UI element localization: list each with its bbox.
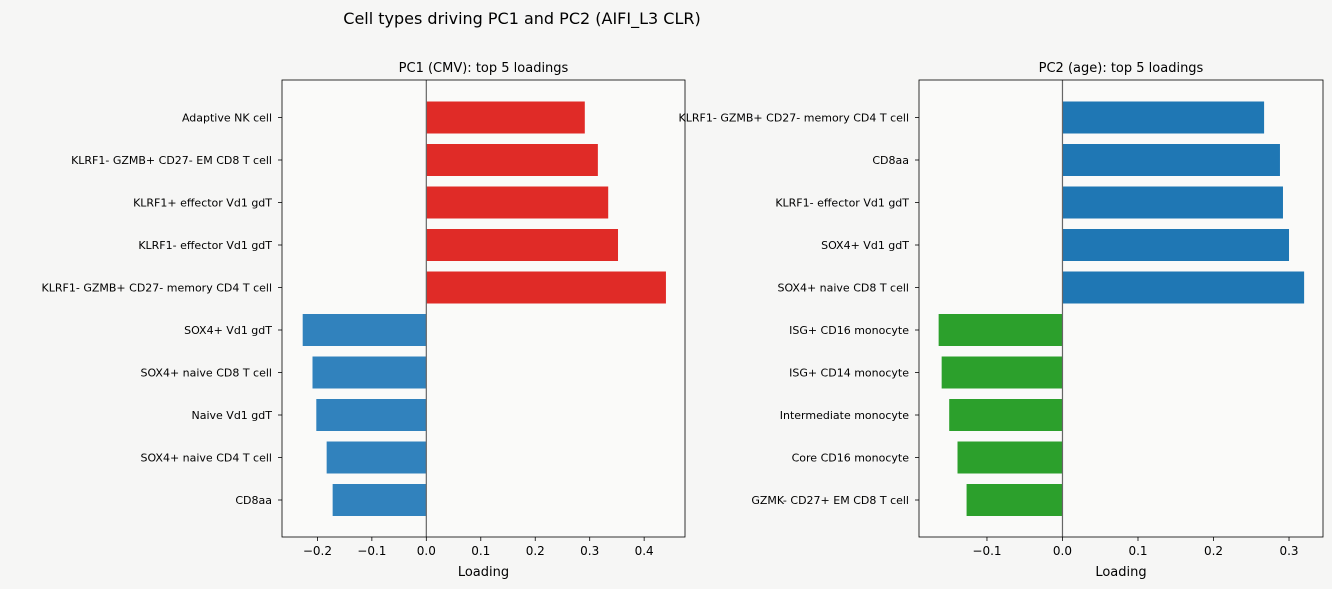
pc1-bar (326, 441, 427, 474)
pc1-axes-frame (281, 79, 686, 538)
pc2-axes-frame (918, 79, 1324, 538)
pc1-xtick-label: 0.1 (471, 544, 490, 558)
pc2-ytick-label: KLRF1- GZMB+ CD27- memory CD4 T cell (679, 112, 909, 125)
pc2-bar (938, 314, 1063, 346)
pc2-ytick-label: SOX4+ Vd1 gdT (821, 239, 909, 252)
pc2-bar (1062, 229, 1290, 261)
pc2-ytick-label: CD8aa (872, 154, 909, 167)
pc2-bar (1062, 186, 1283, 219)
pc2-bar (941, 356, 1063, 389)
pc1-ytick-label: SOX4+ naive CD4 T cell (140, 452, 272, 465)
pc1-bar (312, 356, 427, 389)
pc1-xtick-label: 0.2 (526, 544, 545, 558)
pc1-bar (426, 186, 609, 219)
pc1-ytick-label: KLRF1- effector Vd1 gdT (138, 239, 272, 252)
pc1-ytick-label: Naive Vd1 gdT (192, 409, 273, 422)
pc1-ytick-label: Adaptive NK cell (182, 112, 272, 125)
pc1-ytick-label: SOX4+ Vd1 gdT (184, 324, 272, 337)
figure-title: Cell types driving PC1 and PC2 (AIFI_L3 … (343, 9, 700, 29)
pc1-bar (426, 144, 598, 176)
pc1-xtick-label: 0.0 (417, 544, 436, 558)
pc1-xtick-label: 0.3 (580, 544, 599, 558)
pc2-xaxis-label: Loading (1095, 565, 1146, 580)
pc1-ytick-label: SOX4+ naive CD8 T cell (140, 367, 272, 380)
pc1-bar (316, 399, 427, 431)
pc2-title: PC2 (age): top 5 loadings (1039, 61, 1204, 76)
pc1-ytick-label: KLRF1- GZMB+ CD27- memory CD4 T cell (42, 282, 272, 295)
pc1-xaxis-label: Loading (458, 565, 509, 580)
pc2-ytick-label: Core CD16 monocyte (792, 452, 910, 465)
pc2-bar (957, 441, 1063, 474)
pc2-ytick-label: ISG+ CD14 monocyte (789, 367, 909, 380)
pc2-ytick-label: GZMK- CD27+ EM CD8 T cell (751, 494, 909, 507)
pc2-xtick-label: −0.1 (972, 544, 1001, 558)
pc2-ytick-label: Intermediate monocyte (780, 409, 909, 422)
pc2-bar (966, 484, 1063, 516)
pc2-chart: KLRF1- GZMB+ CD27- memory CD4 T cell CD8a… (679, 61, 1324, 580)
pc1-bar (302, 314, 427, 346)
pc1-xtick-label: 0.4 (635, 544, 654, 558)
pc2-xtick-label: 0.1 (1128, 544, 1147, 558)
pc2-ytick-label: KLRF1- effector Vd1 gdT (775, 197, 909, 210)
pc2-bar (1062, 271, 1305, 304)
pc1-xtick-label: −0.2 (303, 544, 332, 558)
pc1-ytick-label: KLRF1+ effector Vd1 gdT (133, 197, 272, 210)
pc2-bar (949, 399, 1063, 431)
pc1-bar (426, 229, 619, 261)
pc2-bar (1062, 144, 1280, 176)
pc2-bar (1062, 101, 1265, 134)
pc2-xtick-label: 0.2 (1204, 544, 1223, 558)
pc2-ytick-label: SOX4+ naive CD8 T cell (777, 282, 909, 295)
pc1-bar (332, 484, 427, 516)
pc1-title: PC1 (CMV): top 5 loadings (399, 61, 569, 76)
pc1-ytick-label: KLRF1- GZMB+ CD27- EM CD8 T cell (71, 154, 272, 167)
pc1-bar (426, 271, 666, 304)
pc1-xtick-label: −0.1 (357, 544, 386, 558)
pc1-bar (426, 101, 585, 134)
pc2-ytick-label: ISG+ CD16 monocyte (789, 324, 909, 337)
pc2-xtick-label: 0.0 (1053, 544, 1072, 558)
pc1-ytick-label: CD8aa (235, 494, 272, 507)
pc1-chart: Adaptive NK cell KLRF1- GZMB+ CD27- EM CD… (42, 61, 686, 580)
pc2-xtick-label: 0.3 (1279, 544, 1298, 558)
